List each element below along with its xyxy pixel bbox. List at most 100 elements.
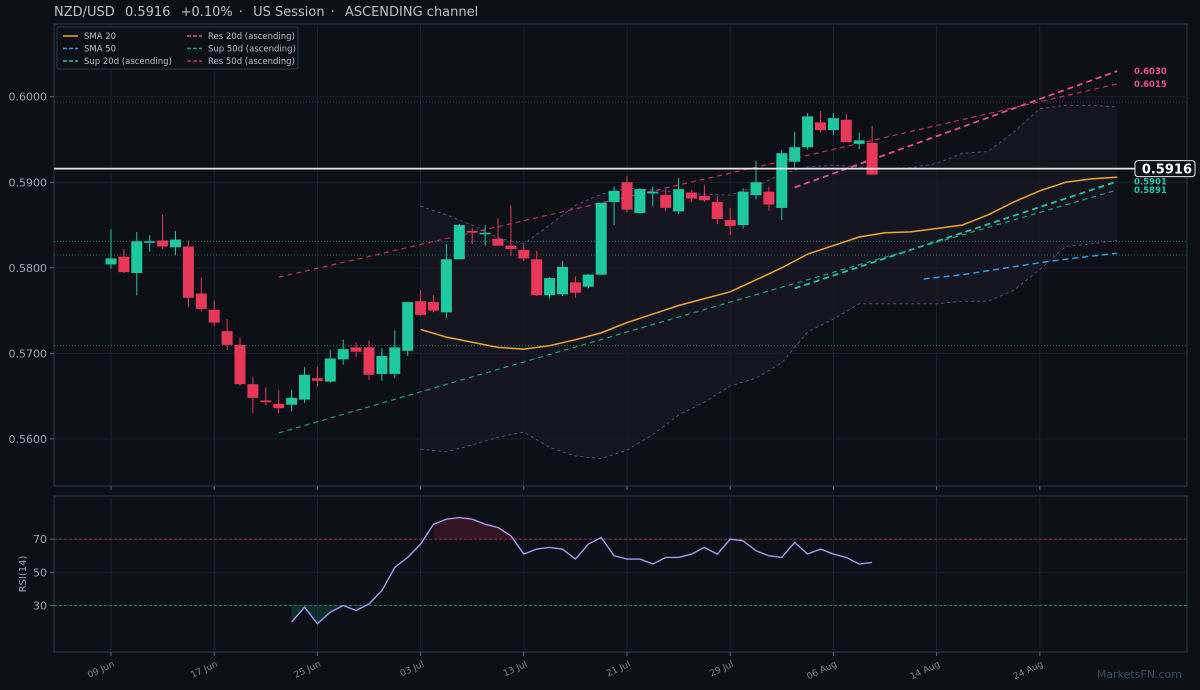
x-tick-label: 17 Jun	[190, 660, 220, 681]
x-tick-label: 25 Jun	[293, 660, 323, 681]
candle-body	[105, 258, 117, 265]
y-tick-label: 0.6000	[9, 91, 48, 104]
rsi-overbought-fill	[433, 517, 524, 540]
bollinger-lower	[420, 240, 1118, 460]
candle-body	[686, 192, 697, 199]
candle-body	[802, 116, 814, 148]
candle-body	[776, 153, 788, 208]
y-tick-label: 0.5800	[9, 262, 48, 275]
candle-body	[428, 302, 439, 311]
y-tick-label: 0.5900	[9, 176, 48, 189]
sma20-line	[420, 176, 1118, 350]
candle-body	[698, 195, 710, 201]
x-tick-label: 29 Jul	[708, 660, 735, 680]
candle-body	[840, 119, 852, 143]
candle-body	[608, 190, 620, 202]
candle-body	[815, 122, 826, 131]
separator: ·	[238, 5, 243, 20]
candle-body	[647, 191, 659, 194]
level-label: 0.5901	[1134, 177, 1167, 187]
candle-body	[763, 191, 775, 205]
change-label: +0.10%	[180, 5, 233, 20]
candle-body	[724, 219, 736, 226]
candle-body	[389, 347, 401, 374]
rsi-tick-label: 30	[33, 600, 47, 613]
candle-body	[234, 344, 246, 385]
candle-body	[182, 246, 194, 298]
sma50-line	[923, 252, 1118, 280]
candle-body	[789, 147, 801, 162]
price-label: 0.5916	[124, 5, 171, 20]
chart-header: NZD/USD 0.5916 +0.10% · US Session · ASCEN…	[54, 5, 484, 20]
candle-body	[273, 403, 285, 409]
level-label: 0.6015	[1134, 80, 1167, 90]
candle-body	[247, 384, 259, 398]
candle-body	[311, 378, 323, 381]
candle-body	[363, 347, 375, 375]
candle-body	[866, 142, 878, 175]
current-price-badge	[1134, 160, 1196, 178]
candle-body	[853, 140, 865, 144]
candle-body	[337, 349, 349, 360]
candle-body	[595, 202, 607, 275]
rsi-axis-label: RSI(14)	[18, 556, 29, 593]
candle-body	[634, 189, 646, 214]
candle-body	[195, 293, 207, 309]
candle-body	[144, 241, 156, 243]
rsi-tick-label: 50	[33, 566, 47, 579]
channel-line	[794, 180, 1118, 290]
rsi-tick-label: 70	[33, 533, 47, 546]
bollinger-band-fill	[420, 105, 1118, 459]
separator: ·	[330, 5, 335, 20]
legend-label: Res 50d (ascending)	[208, 57, 295, 67]
x-tick-label: 24 Aug	[1012, 660, 1045, 683]
legend-label: Sup 50d (ascending)	[208, 45, 296, 55]
x-tick-label: 06 Aug	[806, 660, 839, 683]
level-label: 0.5891	[1134, 186, 1167, 196]
candle-body	[415, 301, 427, 315]
bollinger-upper	[420, 104, 1118, 245]
candle-body	[118, 256, 130, 273]
candle-body	[286, 397, 298, 405]
candle-body	[157, 240, 169, 247]
candle-body	[208, 309, 220, 323]
candle-body	[557, 266, 568, 295]
y-tick-label: 0.5700	[9, 347, 48, 360]
candle-body	[750, 182, 762, 196]
candle-body	[827, 118, 839, 131]
x-tick-label: 03 Jul	[399, 660, 426, 680]
legend-box	[56, 26, 299, 70]
candle-body	[170, 239, 181, 248]
candle-body	[376, 355, 388, 374]
candle-body	[260, 400, 272, 403]
candle-body	[660, 195, 672, 208]
candle-body	[518, 249, 530, 259]
x-tick-label: 21 Jul	[605, 660, 632, 680]
pair-label: NZD/USD	[54, 5, 115, 20]
x-tick-label: 09 Jun	[86, 660, 116, 681]
legend-label: SMA 50	[84, 45, 116, 55]
candle-body	[673, 189, 685, 212]
candle-body	[582, 274, 594, 287]
candle-body	[711, 201, 723, 220]
candle-body	[479, 232, 491, 235]
level-label: 0.6030	[1134, 67, 1167, 77]
candle-body	[221, 331, 233, 345]
candle-body	[440, 259, 452, 313]
candle-body	[737, 191, 749, 226]
watermark: MarketsFN.com	[1096, 668, 1182, 681]
candle-body	[621, 182, 633, 210]
legend-label: SMA 20	[84, 32, 116, 42]
current-price-label: 0.5916	[1142, 163, 1192, 178]
candle-body	[492, 238, 504, 246]
channel-line	[278, 189, 1118, 434]
candle-body	[402, 302, 414, 351]
rsi-oversold-fill	[291, 605, 344, 624]
candle-body	[324, 358, 336, 382]
candle-body	[350, 347, 362, 352]
candle-body	[505, 245, 517, 250]
channel-line	[794, 70, 1118, 189]
candle-body	[531, 259, 543, 296]
candle-body	[299, 374, 310, 400]
